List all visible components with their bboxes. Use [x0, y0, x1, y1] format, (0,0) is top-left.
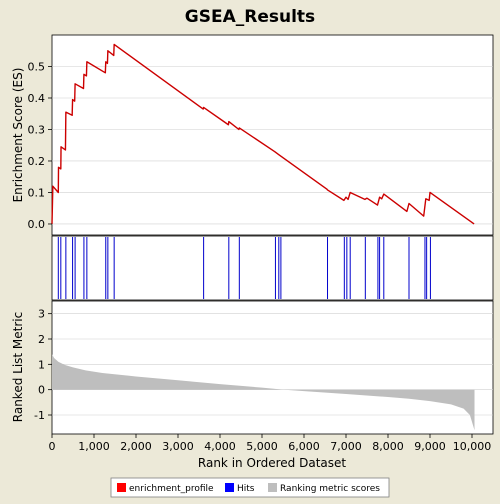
legend-swatch-enrichment-profile [117, 483, 126, 492]
es-y-axis-label: Enrichment Score (ES) [11, 68, 25, 203]
x-tick-label: 3,000 [162, 440, 194, 453]
metric-area [52, 354, 475, 431]
x-tick-label: 1,000 [78, 440, 110, 453]
hits-panel [51, 235, 494, 301]
legend-label-enrichment-profile: enrichment_profile [129, 484, 214, 494]
metric-y-tick-label: 3 [38, 308, 45, 321]
x-tick-label: 5,000 [246, 440, 278, 453]
metric-panel [51, 300, 494, 435]
x-tick-label: 8,000 [372, 440, 404, 453]
legend-swatch-ranking-metric [268, 483, 277, 492]
x-tick-label: 7,000 [330, 440, 362, 453]
x-tick-label: 9,000 [414, 440, 446, 453]
es-y-axis-ticks: 0.0 0.1 0.2 0.3 0.4 0.5 [28, 60, 52, 231]
legend-box [110, 477, 390, 498]
legend-label-hits: Hits [237, 484, 255, 494]
x-tick-label: 4,000 [204, 440, 236, 453]
metric-y-tick-label: 0 [38, 384, 45, 397]
metric-y-axis-label: Ranked List Metric [11, 312, 25, 422]
es-y-tick-label: 0.3 [28, 123, 46, 136]
es-y-tick-label: 0.4 [28, 92, 46, 105]
es-y-tick-label: 0.5 [28, 60, 46, 73]
metric-y-tick-label: -1 [34, 409, 45, 422]
x-tick-label: 2,000 [120, 440, 152, 453]
legend-entry-ranking-metric: Ranking metric scores [268, 483, 380, 494]
es-y-tick-label: 0.2 [28, 155, 46, 168]
x-tick-label: 0 [49, 440, 56, 453]
metric-y-axis-ticks: -1 0 1 2 3 [34, 308, 52, 422]
legend-label-ranking-metric: Ranking metric scores [280, 484, 380, 494]
enrichment-profile-line [51, 43, 475, 225]
metric-y-tick-label: 2 [38, 333, 45, 346]
legend-entry-hits: Hits [225, 483, 255, 494]
es-gridlines [52, 66, 493, 225]
x-tick-label: 10,000 [453, 440, 492, 453]
es-panel [51, 34, 494, 236]
chart-title: GSEA_Results [185, 7, 315, 27]
hit-marks [57, 237, 431, 299]
legend-entry-enrichment-profile: enrichment_profile [117, 483, 214, 494]
es-y-tick-label: 0.0 [28, 218, 46, 231]
legend-swatch-hits [225, 483, 234, 492]
x-tick-label: 6,000 [288, 440, 320, 453]
es-y-tick-label: 0.1 [28, 186, 46, 199]
x-axis-ticks: 0 1,000 2,000 3,000 4,000 5,000 6,000 7,000 8,00… [49, 434, 492, 453]
enrichment-profile [51, 43, 475, 225]
metric-y-tick-label: 1 [38, 358, 45, 371]
x-axis-label: Rank in Ordered Dataset [198, 456, 346, 470]
ranking-metric-area [52, 354, 475, 431]
